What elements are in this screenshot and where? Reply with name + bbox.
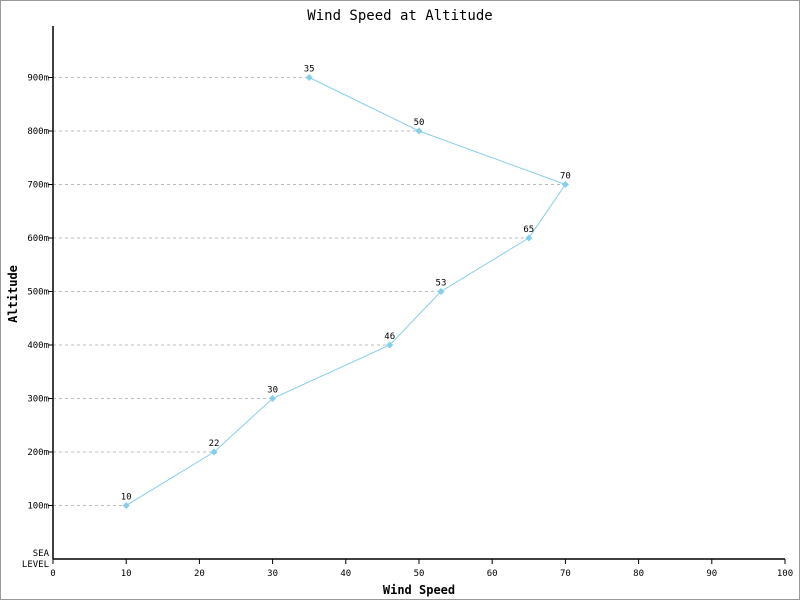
data-label: 10: [121, 493, 132, 503]
x-tick-label: 0: [50, 569, 55, 579]
y-tick-label: 300m: [27, 395, 49, 405]
data-point: [525, 234, 533, 242]
data-point: [415, 127, 423, 135]
data-point: [210, 448, 218, 456]
data-label: 70: [560, 172, 571, 182]
x-tick-label: 10: [121, 569, 132, 579]
data-point: [386, 341, 394, 349]
y-tick-label: 200m: [27, 448, 49, 458]
x-tick-label: 30: [267, 569, 278, 579]
data-point: [122, 502, 130, 509]
data-label: 22: [209, 439, 220, 449]
x-tick-label: 20: [194, 569, 205, 579]
x-tick-label: 70: [560, 569, 571, 579]
data-point: [269, 395, 277, 402]
data-label: 65: [523, 225, 534, 235]
x-tick-label: 80: [633, 569, 644, 579]
chart-title: Wind Speed at Altitude: [307, 8, 492, 24]
y-tick-label: 400m: [27, 341, 49, 351]
data-point: [561, 181, 569, 188]
data-label: 46: [384, 332, 395, 342]
y-tick-label: 900m: [27, 74, 49, 84]
data-point: [305, 74, 313, 81]
y-tick-label: 800m: [27, 127, 49, 137]
y-tick-label: SEA LEVEL: [22, 549, 50, 570]
data-label: 35: [304, 65, 315, 75]
data-label: 50: [414, 118, 425, 128]
y-tick-label: 100m: [27, 502, 49, 512]
y-tick-label: 500m: [27, 288, 49, 298]
x-tick-label: 60: [487, 569, 498, 579]
x-axis-label: Wind Speed: [383, 583, 455, 597]
x-tick-label: 40: [340, 569, 351, 579]
data-label: 30: [267, 386, 278, 396]
x-tick-label: 100: [777, 569, 793, 579]
y-tick-label: 700m: [27, 181, 49, 191]
x-tick-label: 90: [706, 569, 717, 579]
data-label: 53: [436, 279, 447, 289]
y-tick-label: 600m: [27, 234, 49, 244]
y-axis-label: Altitude: [6, 265, 20, 323]
x-tick-label: 50: [414, 569, 425, 579]
data-point: [437, 288, 445, 295]
